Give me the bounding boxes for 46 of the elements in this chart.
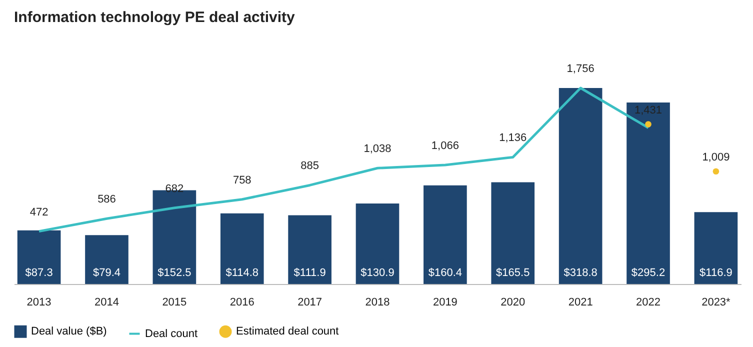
legend-label: Deal value ($B) [31,326,107,338]
data-label: $116.9 [700,267,732,279]
data-label: 758 [232,174,252,186]
bar [17,230,61,284]
x-tick-label: 2021 [568,296,593,308]
x-tick-label: 2023* [702,296,732,308]
data-label: $295.2 [631,267,666,279]
chart-title: Information technology PE deal activity [14,9,296,26]
bar [356,204,400,284]
data-label: 586 [98,194,116,206]
data-label: 472 [30,206,48,218]
bar [220,213,264,284]
x-tick-label: 2018 [365,296,390,308]
data-label: 1,038 [364,143,392,156]
data-label: 885 [300,160,319,172]
data-label: 1,066 [431,140,459,152]
x-tick-label: 2019 [432,296,458,308]
data-label: $160.4 [428,267,462,279]
bar [85,235,128,284]
x-tick-label: 2015 [162,296,187,308]
data-label: $165.5 [496,267,530,279]
data-label: $111.9 [294,267,326,279]
bar [558,88,602,284]
data-label: $318.8 [564,267,598,279]
x-tick-label: 2014 [94,296,119,308]
data-label: $130.9 [360,267,394,279]
data-label: $152.5 [158,267,192,279]
data-label: 1,136 [499,132,527,144]
bar [491,182,535,284]
x-tick-label: 2022 [636,296,661,308]
data-label: $79.4 [92,267,120,279]
x-tick-label: 2017 [298,296,322,308]
bar [694,212,738,284]
x-tick-label: 2013 [26,296,52,308]
legend-label: Deal count [145,328,198,340]
data-label: $87.3 [25,267,53,279]
legend-label: Estimated deal count [236,326,339,338]
x-tick-label: 2016 [230,296,254,308]
data-label: $114.8 [226,267,259,279]
bar [626,102,670,284]
bar [424,185,467,284]
data-label: 1,009 [702,151,730,164]
data-label: 1,756 [566,63,594,75]
data-label: 1,431 [634,104,662,116]
x-tick-label: 2020 [500,296,526,308]
bar [288,215,332,284]
